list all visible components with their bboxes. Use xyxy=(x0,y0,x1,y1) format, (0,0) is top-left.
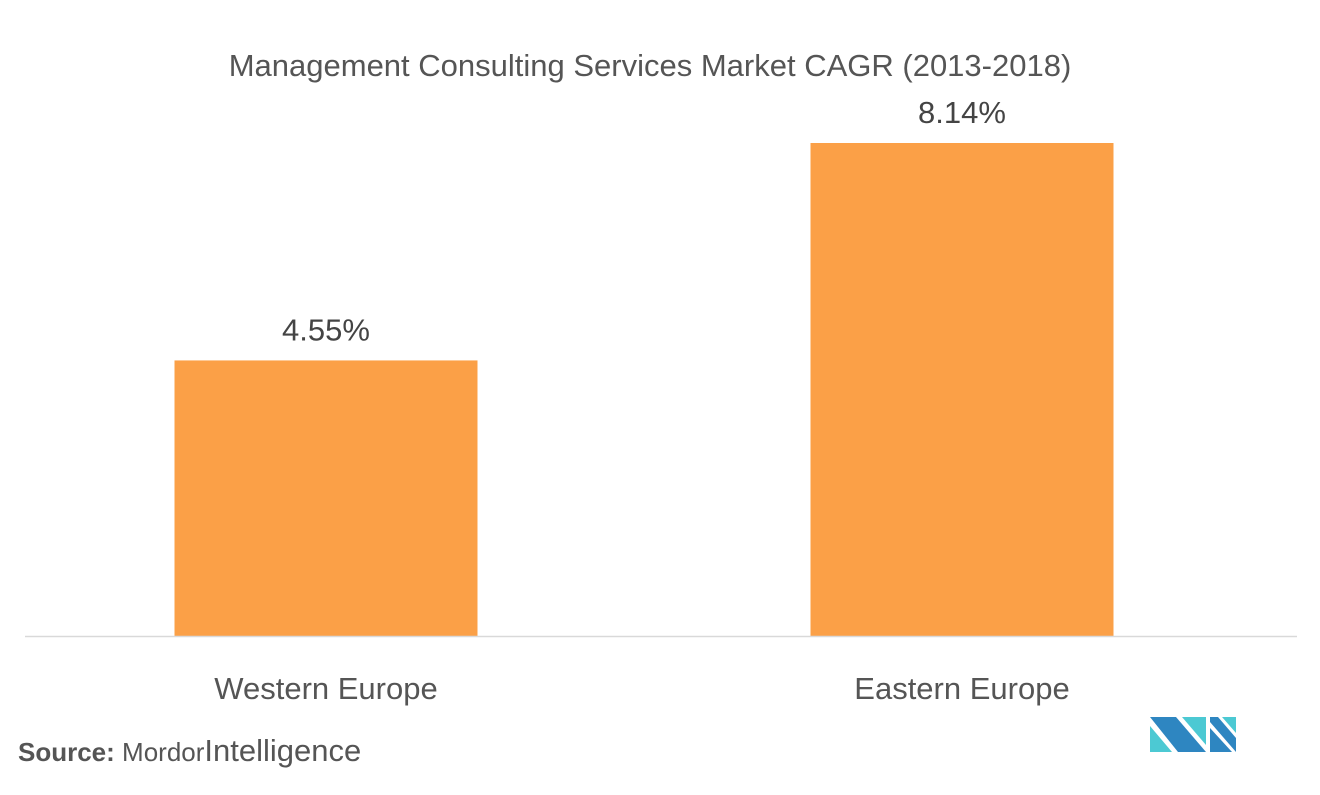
source-name-2: Intelligence xyxy=(204,733,362,768)
data-label-1: 8.14% xyxy=(918,95,1006,130)
source-label: Source: xyxy=(18,737,115,767)
source-name-1: Mordor xyxy=(122,737,205,767)
bar-0 xyxy=(174,360,478,636)
mordor-intelligence-logo xyxy=(1150,717,1236,752)
category-label-1: Eastern Europe xyxy=(854,671,1069,706)
data-label-0: 4.55% xyxy=(282,312,370,347)
source-credit: Source: MordorIntelligence xyxy=(18,733,361,769)
bar-1 xyxy=(810,143,1114,636)
chart-title: Management Consulting Services Market CA… xyxy=(228,48,1072,83)
category-label-0: Western Europe xyxy=(214,671,437,706)
